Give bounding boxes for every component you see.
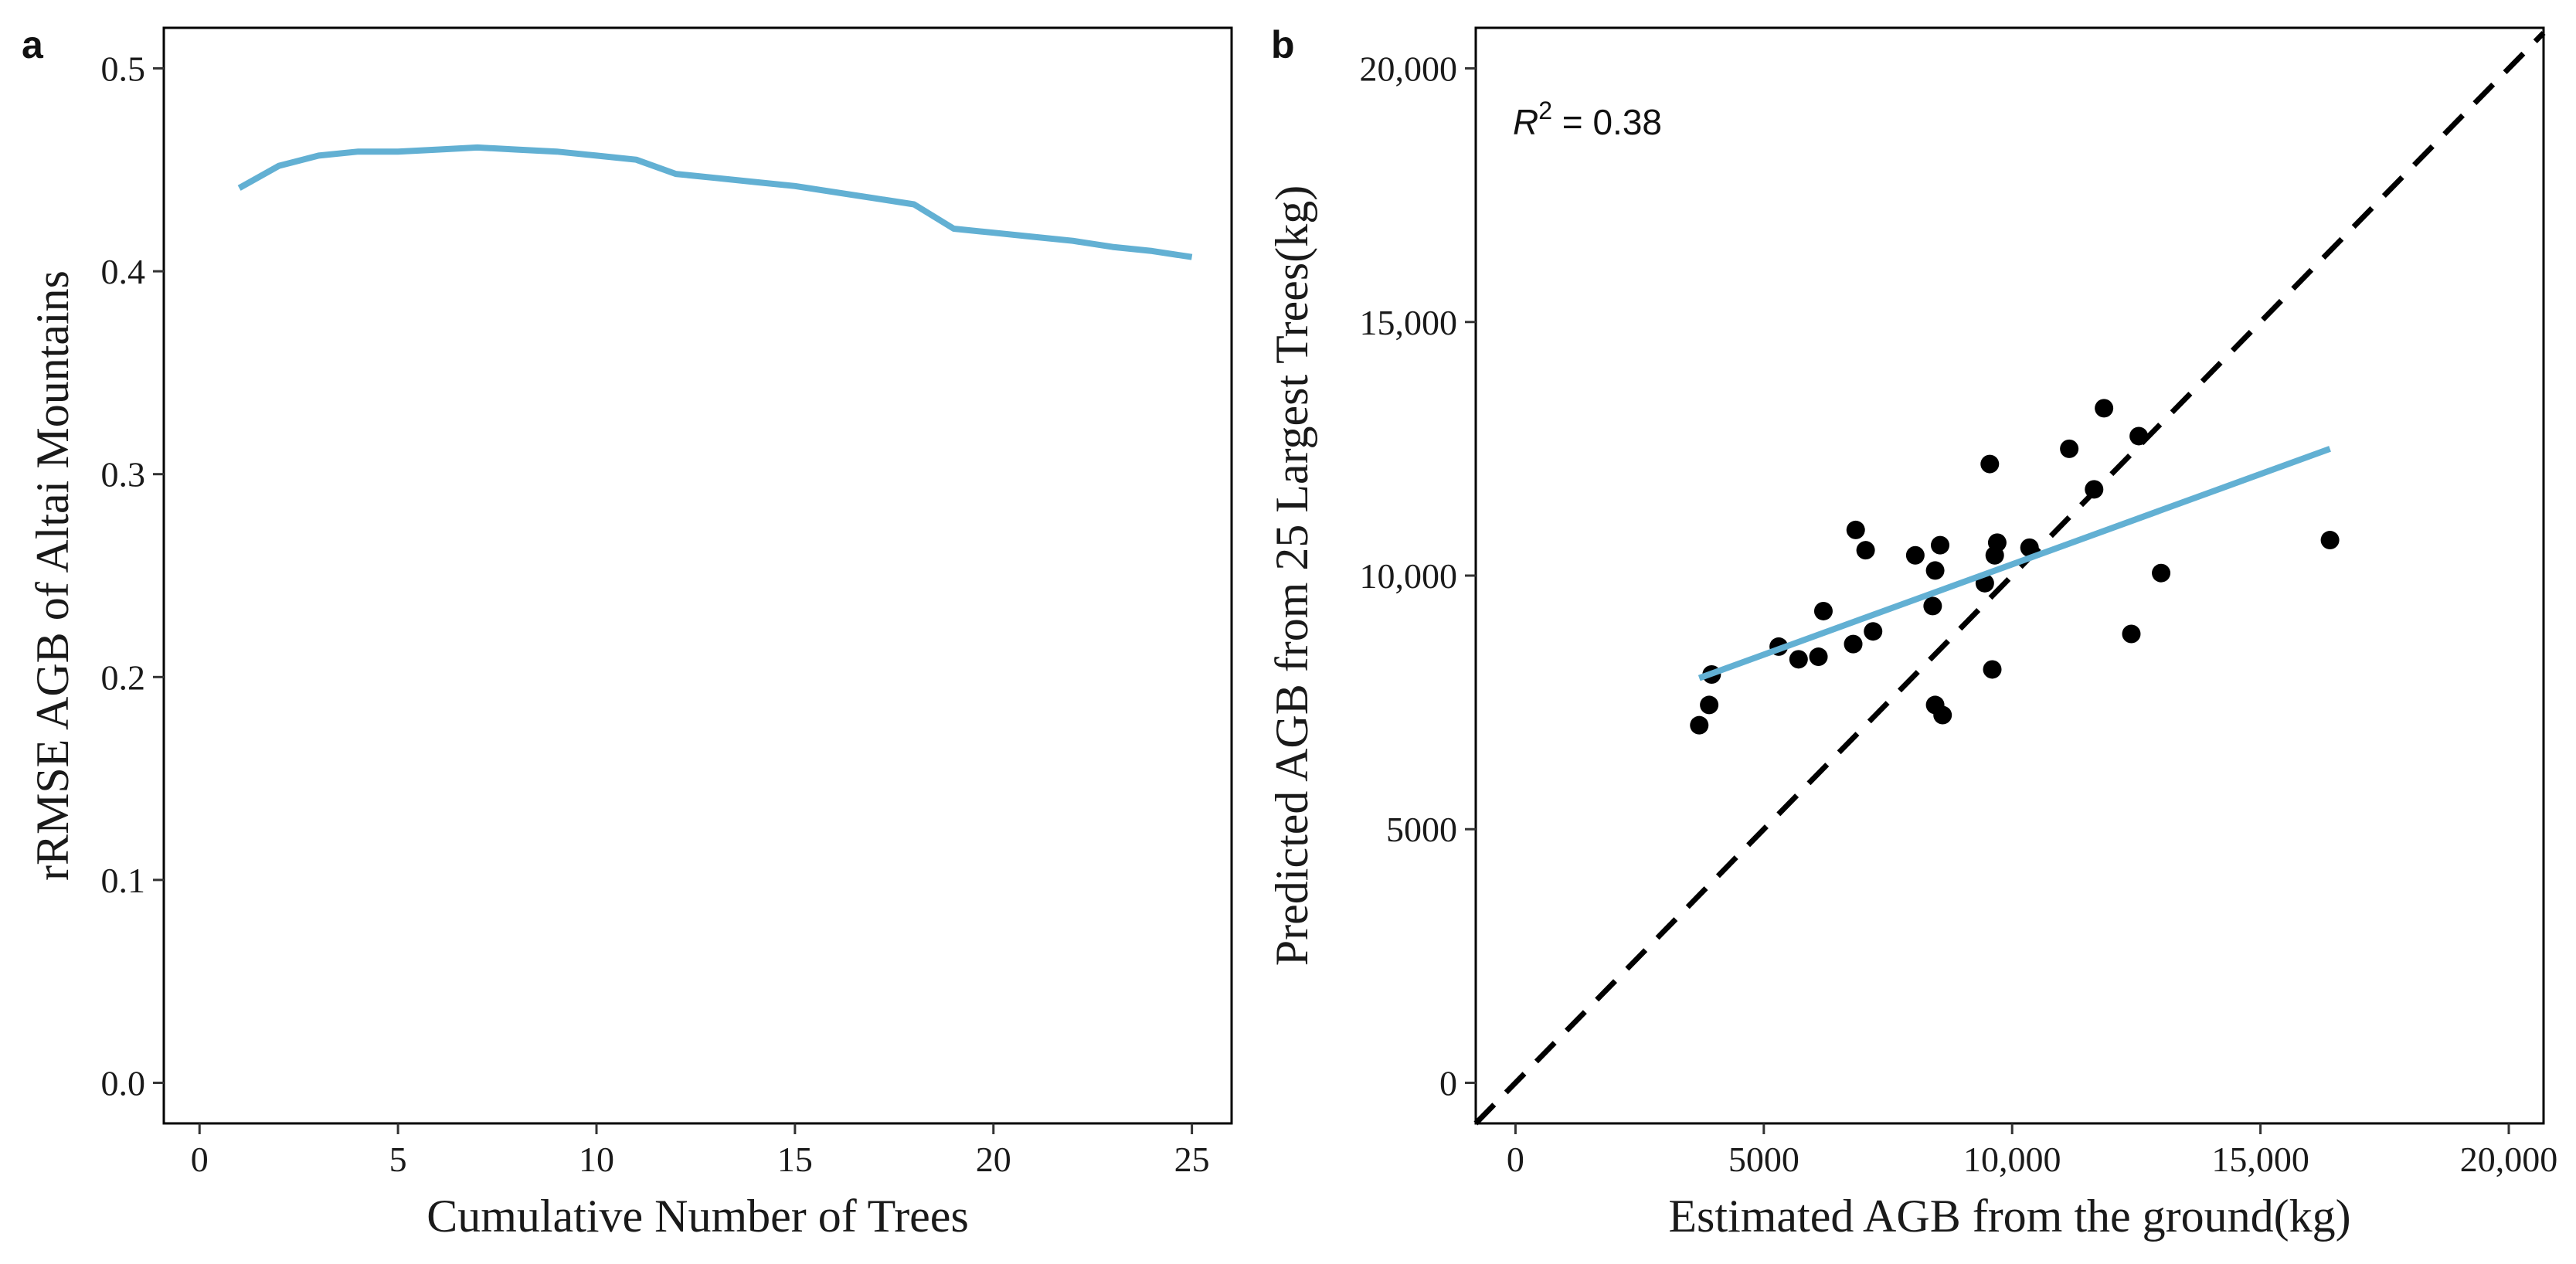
data-point: [1905, 545, 1925, 565]
data-point: [1846, 520, 1865, 539]
x-tick-label: 5: [389, 1140, 407, 1179]
y-tick-label: 0.2: [101, 657, 146, 697]
y-tick-label: 0.5: [101, 49, 146, 89]
panel-a-y-axis-label: rRMSE AGB of Altai Mountains: [27, 270, 78, 881]
data-point: [2122, 624, 2141, 644]
panel-a-plot-border: [162, 26, 1233, 1125]
data-point: [2129, 426, 2149, 446]
y-tick-label: 0.0: [101, 1063, 146, 1103]
data-point: [1931, 535, 1950, 555]
regression-fit-line: [1698, 446, 2331, 681]
panel-b-x-axis-label: Estimated AGB from the ground(kg): [1668, 1191, 2350, 1242]
data-point: [1983, 660, 2002, 679]
panel-a-x-ticks: 0 5 10 15 20 25: [191, 1123, 1210, 1179]
panel-b-y-axis-label: Predicted AGB from 25 Largest Trees(kg): [1266, 185, 1317, 966]
x-tick-label: 15: [777, 1140, 813, 1179]
y-tick-label: 10,000: [1360, 556, 1458, 596]
x-tick-label: 0: [191, 1140, 209, 1179]
y-tick-label: 15,000: [1360, 303, 1458, 342]
r-squared-annotation: R2 = 0.38: [1513, 97, 1662, 142]
panel-a: a 0.0 0.1 0.2 0.3 0.4 0.5 0 5 10 15 20 25 Cumulati…: [22, 23, 1233, 1242]
y-tick-label: 0: [1439, 1063, 1457, 1103]
series-line: [237, 144, 1193, 260]
panel-b: b 0 5000 10,000 15,000 20,000 0 5000 10,000 15,…: [1266, 23, 2557, 1242]
panel-a-tag: a: [22, 23, 44, 66]
identity-reference-line: [1473, 31, 2546, 1126]
r-squared-value: = 0.38: [1552, 102, 1662, 142]
x-tick-label: 25: [1174, 1140, 1210, 1179]
x-tick-label: 5000: [1728, 1140, 1799, 1179]
y-tick-label: 0.1: [101, 861, 146, 900]
x-tick-label: 15,000: [2211, 1140, 2309, 1179]
data-point: [1864, 622, 1883, 641]
x-tick-label: 10: [579, 1140, 614, 1179]
x-tick-label: 10,000: [1963, 1140, 2061, 1179]
data-point: [2060, 439, 2079, 458]
panel-a-y-ticks: 0.0 0.1 0.2 0.3 0.4 0.5: [101, 49, 164, 1103]
data-point: [1923, 596, 1942, 616]
panel-a-x-axis-label: Cumulative Number of Trees: [427, 1191, 969, 1242]
r-superscript: 2: [1538, 97, 1552, 124]
data-point: [2152, 563, 2171, 583]
data-point: [1690, 715, 1709, 735]
panel-b-y-ticks: 0 5000 10,000 15,000 20,000: [1360, 49, 1476, 1103]
data-point: [1700, 695, 1719, 715]
data-point: [1809, 647, 1828, 667]
data-point: [2020, 538, 2039, 557]
data-point: [1980, 454, 2000, 474]
data-point: [2095, 399, 2114, 418]
panel-a-series: [237, 144, 1193, 260]
panel-b-x-ticks: 0 5000 10,000 15,000 20,000: [1507, 1123, 2557, 1179]
r-symbol: R: [1513, 102, 1538, 142]
data-point: [1813, 601, 1833, 620]
data-point: [1844, 634, 1863, 654]
y-tick-label: 5000: [1386, 810, 1457, 849]
x-tick-label: 0: [1507, 1140, 1524, 1179]
y-tick-label: 0.3: [101, 455, 146, 494]
data-point: [1789, 650, 1808, 669]
x-tick-label: 20,000: [2460, 1140, 2558, 1179]
y-tick-label: 20,000: [1360, 49, 1458, 89]
data-point: [1987, 533, 2007, 552]
data-point: [1925, 561, 1945, 580]
data-point: [2085, 480, 2104, 499]
panel-b-marks: [1473, 31, 2546, 1126]
data-point: [1856, 541, 1875, 560]
x-tick-label: 20: [976, 1140, 1011, 1179]
y-tick-label: 0.4: [101, 252, 146, 291]
data-point: [2320, 531, 2340, 550]
data-point: [1933, 705, 1952, 725]
panel-b-tag: b: [1271, 23, 1295, 66]
